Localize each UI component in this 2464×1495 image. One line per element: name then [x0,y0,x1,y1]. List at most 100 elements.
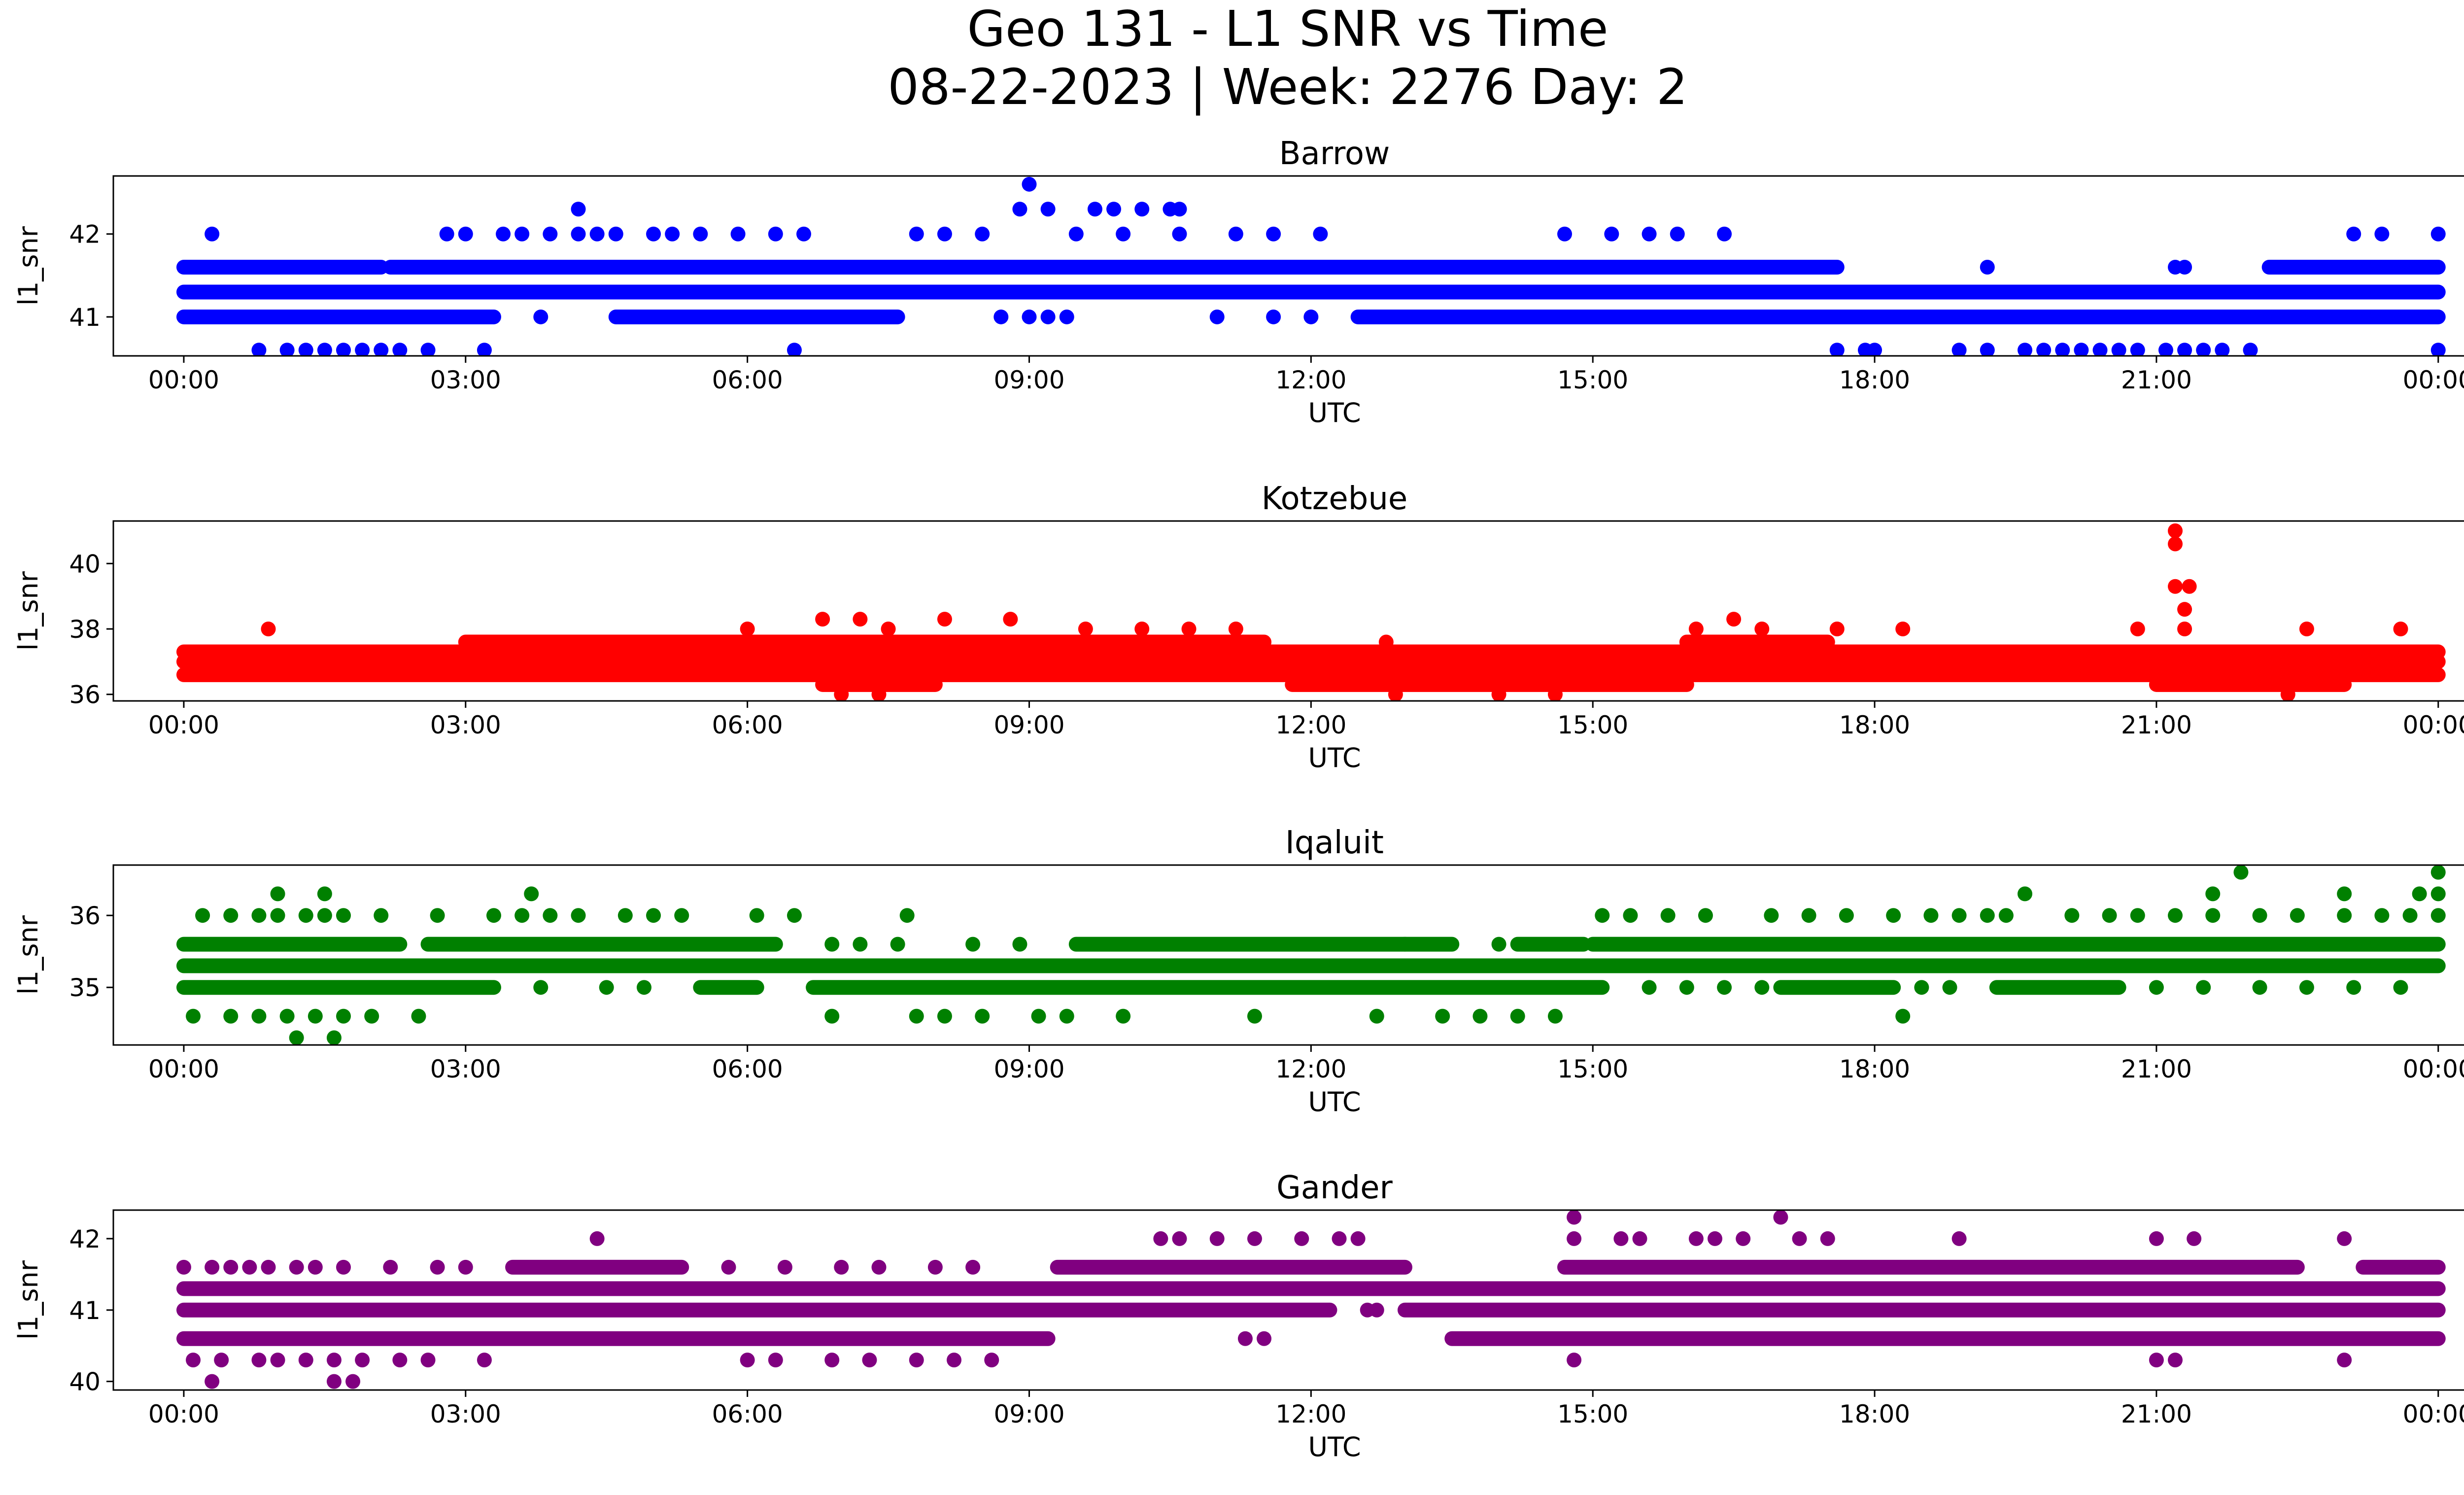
y-tick-label-gander-0: 40 [69,1368,101,1396]
point-barrow-74 [2130,343,2145,356]
x-tick-label-iqaluit-8: 00:00 [2403,1055,2464,1083]
x-tick-label-iqaluit-0: 00:00 [148,1055,219,1083]
x-tick-label-iqaluit-7: 21:00 [2121,1055,2192,1083]
panel-kotzebue: Kotzebue 00:00 03:00 06:00 09:00 12:00 15:00 18… [13,481,2464,773]
point-barrow-30 [2374,226,2390,242]
point-barrow-6 [571,226,586,242]
point-barrow-39 [1172,202,1187,217]
point-iqaluit-9 [486,908,501,923]
point-barrow-7 [589,226,605,242]
point-band-gander-2-1 [1444,1331,2446,1346]
point-iqaluit-70 [1472,1008,1488,1024]
point-barrow-62 [787,343,802,356]
point-barrow-8 [608,226,623,242]
point-barrow-78 [2215,343,2230,356]
point-kotzebue-7 [1078,622,1093,636]
point-band-barrow-1-1 [383,260,1845,275]
point-barrow-53 [279,343,295,356]
point-iqaluit-4 [298,908,313,923]
x-tick-label-barrow-8: 00:00 [2403,366,2464,394]
point-iqaluit-96 [824,937,840,952]
point-gander-58 [2168,1353,2183,1368]
x-tick-label-kotzebue-0: 00:00 [148,711,219,739]
point-gander-8 [1567,1231,1582,1246]
point-iqaluit-22 [1698,908,1713,923]
x-tick-label-iqaluit-2: 06:00 [712,1055,783,1083]
point-band-kotzebue-0-0 [176,667,2446,682]
point-iqaluit-53 [223,1008,239,1024]
point-iqaluit-24 [1801,908,1816,923]
point-kotzebue-19 [2168,523,2183,538]
point-band-iqaluit-2-3 [1773,980,1901,995]
point-barrow-76 [2177,343,2192,356]
point-gander-54 [947,1353,962,1368]
y-tick-label-gander-2: 42 [69,1225,101,1253]
point-kotzebue-28 [834,687,849,701]
point-gander-47 [420,1353,436,1368]
x-tick-label-barrow-2: 06:00 [712,366,783,394]
point-barrow-70 [2055,343,2070,356]
point-gander-14 [1792,1231,1807,1246]
point-gander-30 [383,1259,398,1275]
point-iqaluit-16 [749,908,764,923]
point-band-kotzebue-4-1 [1285,677,1694,692]
point-iqaluit-59 [411,1008,426,1024]
point-gander-3 [1209,1231,1225,1246]
series-kotzebue [176,523,2446,701]
point-iqaluit-92 [1491,937,1506,952]
point-iqaluit-62 [937,1008,952,1024]
point-barrow-48 [1059,309,1074,324]
point-iqaluit-83 [1914,980,1929,995]
point-barrow-11 [693,226,708,242]
point-iqaluit-79 [1642,980,1657,995]
point-kotzebue-17 [1829,622,1845,636]
point-barrow-51 [1303,309,1319,324]
point-gander-48 [477,1353,492,1368]
point-barrow-37 [1134,202,1150,217]
point-gander-12 [1707,1231,1722,1246]
x-tick-label-kotzebue-7: 21:00 [2121,711,2192,739]
point-barrow-4 [514,226,530,242]
point-kotzebue-21 [2168,579,2183,594]
point-kotzebue-20 [2168,536,2183,552]
point-gander-49 [740,1353,755,1368]
point-iqaluit-6 [336,908,351,923]
point-barrow-20 [1172,226,1187,242]
plot-frame-iqaluit [112,864,2464,1046]
point-barrow-10 [665,226,680,242]
point-gander-40 [214,1353,229,1368]
point-iqaluit-60 [824,1008,840,1024]
point-kotzebue-11 [1388,687,1403,701]
point-barrow-15 [909,226,924,242]
series-barrow [176,176,2446,356]
point-band-iqaluit-2-0 [176,980,501,995]
point-gander-57 [2149,1353,2164,1368]
point-barrow-23 [1313,226,1328,242]
panel-title-kotzebue: Kotzebue [1262,481,1408,517]
y-tick-label-iqaluit-1: 36 [69,902,101,930]
point-iqaluit-58 [364,1008,379,1024]
point-gander-21 [1773,1210,1788,1225]
point-band-barrow-1-2 [2261,260,2446,275]
point-barrow-25 [1604,226,1619,242]
point-band-gander-0-1 [1397,1302,2446,1318]
point-iqaluit-18 [899,908,915,923]
x-tick-label-gander-6: 18:00 [1839,1400,1910,1428]
point-gander-39 [186,1353,201,1368]
point-iqaluit-28 [1951,908,1967,923]
point-kotzebue-31 [1895,622,1911,636]
panel-iqaluit: Iqaluit 00:00 03:00 06:00 09:00 12:00 15:00 18:… [13,825,2464,1117]
point-barrow-52 [251,343,267,356]
point-kotzebue-29 [871,687,887,701]
point-iqaluit-1 [223,908,239,923]
point-barrow-49 [1209,309,1225,324]
point-gander-55 [984,1353,999,1368]
point-iqaluit-57 [336,1008,351,1024]
point-gander-56 [1567,1353,1582,1368]
point-iqaluit-91 [1397,937,1412,952]
point-barrow-65 [1867,343,1882,356]
point-iqaluit-42 [270,886,285,902]
point-band-kotzebue-3-1 [1679,634,1835,650]
point-band-gander-3-0 [505,1259,689,1275]
